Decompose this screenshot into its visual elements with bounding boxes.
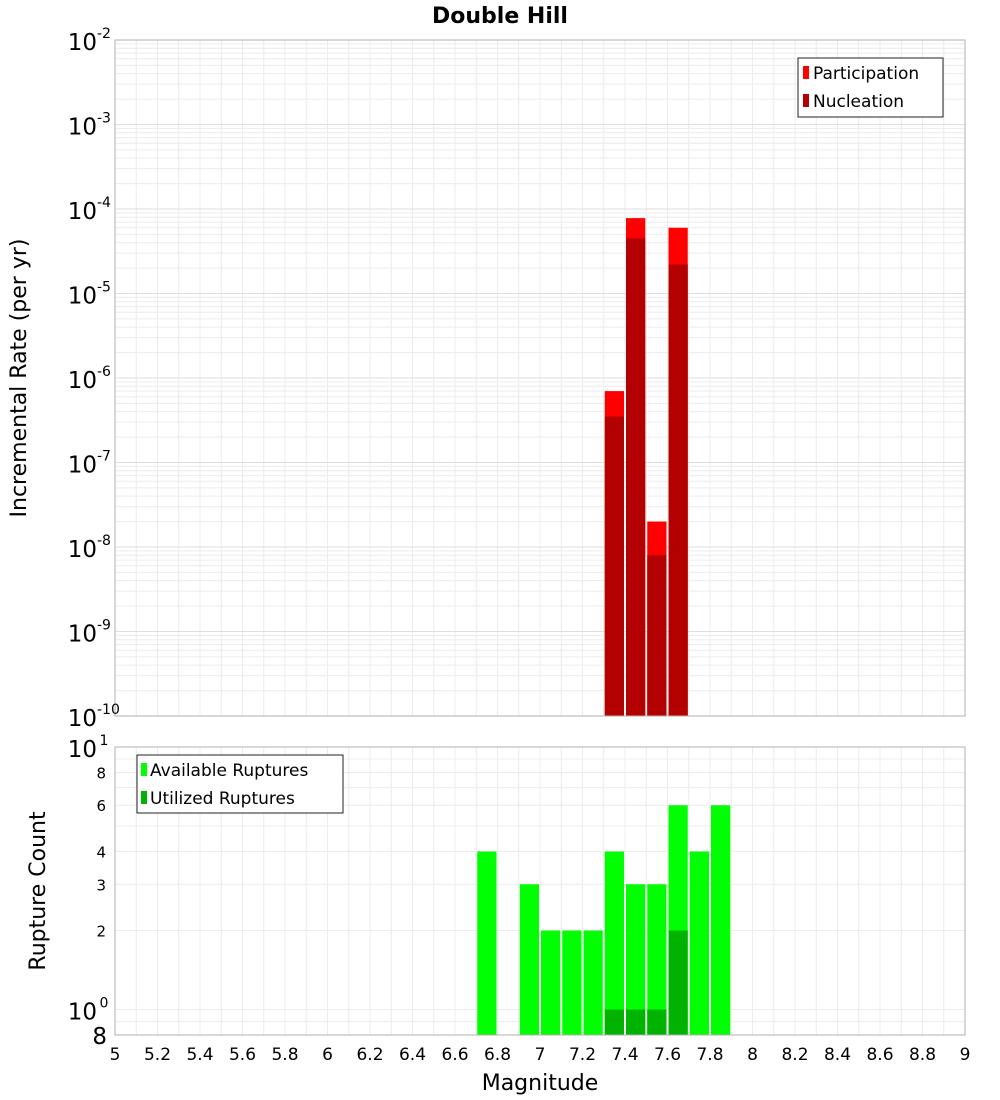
bottom-y-minor-tick-label: 2: [96, 923, 106, 941]
legend-swatch-nucleation: [803, 94, 809, 107]
bar-utilized-ruptures: [647, 1009, 667, 1035]
legend-swatch-utilized-ruptures: [141, 791, 147, 804]
bottom-y-minor-tick-label: 4: [96, 843, 106, 861]
x-tick-label: 7: [535, 1045, 546, 1065]
top-y-tick-label: 10: [68, 30, 97, 56]
legend-label-nucleation: Nucleation: [813, 92, 904, 112]
bar-available-ruptures: [583, 930, 603, 1035]
chart-title: Double Hill: [432, 4, 568, 29]
bar-available-ruptures: [519, 884, 539, 1035]
bar-utilized-ruptures: [604, 1009, 624, 1035]
top-y-tick-exponent: -8: [97, 533, 111, 549]
bar-available-ruptures: [604, 851, 624, 1035]
bottom-y-minor-tick-label: 6: [96, 797, 106, 815]
top-y-tick-label: 10: [68, 368, 97, 394]
top-plot-panel: 10-210-310-410-510-610-710-810-910-10 In…: [7, 26, 966, 732]
top-plot-border: [114, 39, 966, 717]
bottom-y-tick-label: 10: [68, 1000, 97, 1026]
x-tick-label: 8.2: [781, 1045, 808, 1065]
bottom-legend-box: [136, 754, 344, 814]
bottom-y-tick-label: 10: [68, 737, 97, 763]
top-gridlines: [114, 40, 966, 717]
x-tick-label: 6.6: [441, 1045, 468, 1065]
bottom-legend: Available Ruptures Utilized Ruptures: [136, 754, 344, 814]
bar-available-ruptures: [477, 851, 497, 1035]
bottom-y-tick-exponent: 1: [100, 733, 109, 749]
top-y-tick-exponent: -5: [97, 280, 111, 296]
legend-swatch-available-ruptures: [141, 763, 147, 776]
top-y-tick-label: 10: [68, 284, 97, 310]
bottom-y-axis-label: Rupture Count: [26, 811, 51, 971]
top-y-ticks: 10-210-310-410-510-610-710-810-910-10: [68, 26, 120, 732]
bar-utilized-ruptures: [668, 930, 688, 1035]
top-y-tick-exponent: -10: [97, 702, 120, 718]
x-tick-label: 5.6: [229, 1045, 256, 1065]
top-y-tick-label: 10: [68, 453, 97, 479]
x-tick-label: 7.8: [696, 1045, 723, 1065]
bar-available-ruptures: [647, 884, 667, 1035]
x-tick-label: 7.6: [654, 1045, 681, 1065]
legend-label-utilized-ruptures: Utilized Ruptures: [150, 789, 295, 809]
top-y-tick-label: 10: [68, 537, 97, 563]
x-tick-label: 6.4: [399, 1045, 426, 1065]
bar-nucleation: [647, 555, 667, 716]
bar-available-ruptures: [689, 851, 709, 1035]
top-y-tick-exponent: -2: [97, 26, 111, 42]
x-ticks: 5 5.2 5.4 5.6 5.8 6 6.2 6.4 6.6 6.8 7 7.2 7.4 7.6 7.8 8…: [110, 1045, 971, 1065]
top-y-tick-exponent: -3: [97, 111, 111, 127]
top-y-tick-label: 10: [68, 706, 97, 732]
top-legend-box: [797, 57, 944, 118]
x-tick-label: 7.4: [611, 1045, 638, 1065]
top-legend: Participation Nucleation: [797, 57, 944, 118]
x-tick-label: 5: [110, 1045, 121, 1065]
top-y-tick-exponent: -9: [97, 618, 111, 634]
x-axis-label: Magnitude: [482, 1071, 599, 1096]
bottom-y-tick-exponent: 0: [100, 996, 109, 1012]
top-y-tick-label: 10: [68, 199, 97, 225]
x-tick-label: 6: [322, 1045, 333, 1065]
bar-nucleation: [604, 416, 624, 716]
top-y-tick-exponent: -6: [97, 364, 111, 380]
legend-swatch-participation: [803, 66, 809, 79]
x-tick-label: 7.2: [569, 1045, 596, 1065]
top-bars: [604, 218, 688, 717]
x-tick-label: 6.2: [356, 1045, 383, 1065]
bar-available-ruptures: [541, 930, 561, 1035]
bar-available-ruptures: [711, 805, 731, 1035]
x-tick-label: 8: [747, 1045, 758, 1065]
top-y-tick-exponent: -7: [97, 449, 111, 465]
x-tick-label: 6.8: [484, 1045, 511, 1065]
legend-label-participation: Participation: [813, 64, 919, 84]
bar-utilized-ruptures: [626, 1009, 646, 1035]
x-tick-label: 5.2: [144, 1045, 171, 1065]
x-tick-label: 8.4: [824, 1045, 851, 1065]
bottom-y-minor-tick-label: 8: [92, 1024, 107, 1050]
bottom-y-minor-tick-label: 3: [96, 876, 106, 894]
top-y-tick-label: 10: [68, 622, 97, 648]
x-tick-label: 8.8: [909, 1045, 936, 1065]
x-tick-label: 8.6: [866, 1045, 893, 1065]
x-tick-label: 9: [960, 1045, 971, 1065]
bar-nucleation: [626, 238, 646, 717]
bar-available-ruptures: [626, 884, 646, 1035]
bottom-bars: [477, 805, 731, 1035]
top-y-axis-label: Incremental Rate (per yr): [7, 239, 32, 518]
bottom-y-minor-tick-label: 8: [96, 764, 106, 782]
x-tick-label: 5.4: [186, 1045, 213, 1065]
bottom-plot-border: [114, 746, 966, 1036]
legend-label-available-ruptures: Available Ruptures: [150, 761, 308, 781]
x-tick-label: 5.8: [271, 1045, 298, 1065]
bar-nucleation: [668, 264, 688, 716]
top-y-tick-exponent: -4: [97, 195, 111, 211]
top-y-tick-label: 10: [68, 115, 97, 141]
bar-available-ruptures: [562, 930, 582, 1035]
